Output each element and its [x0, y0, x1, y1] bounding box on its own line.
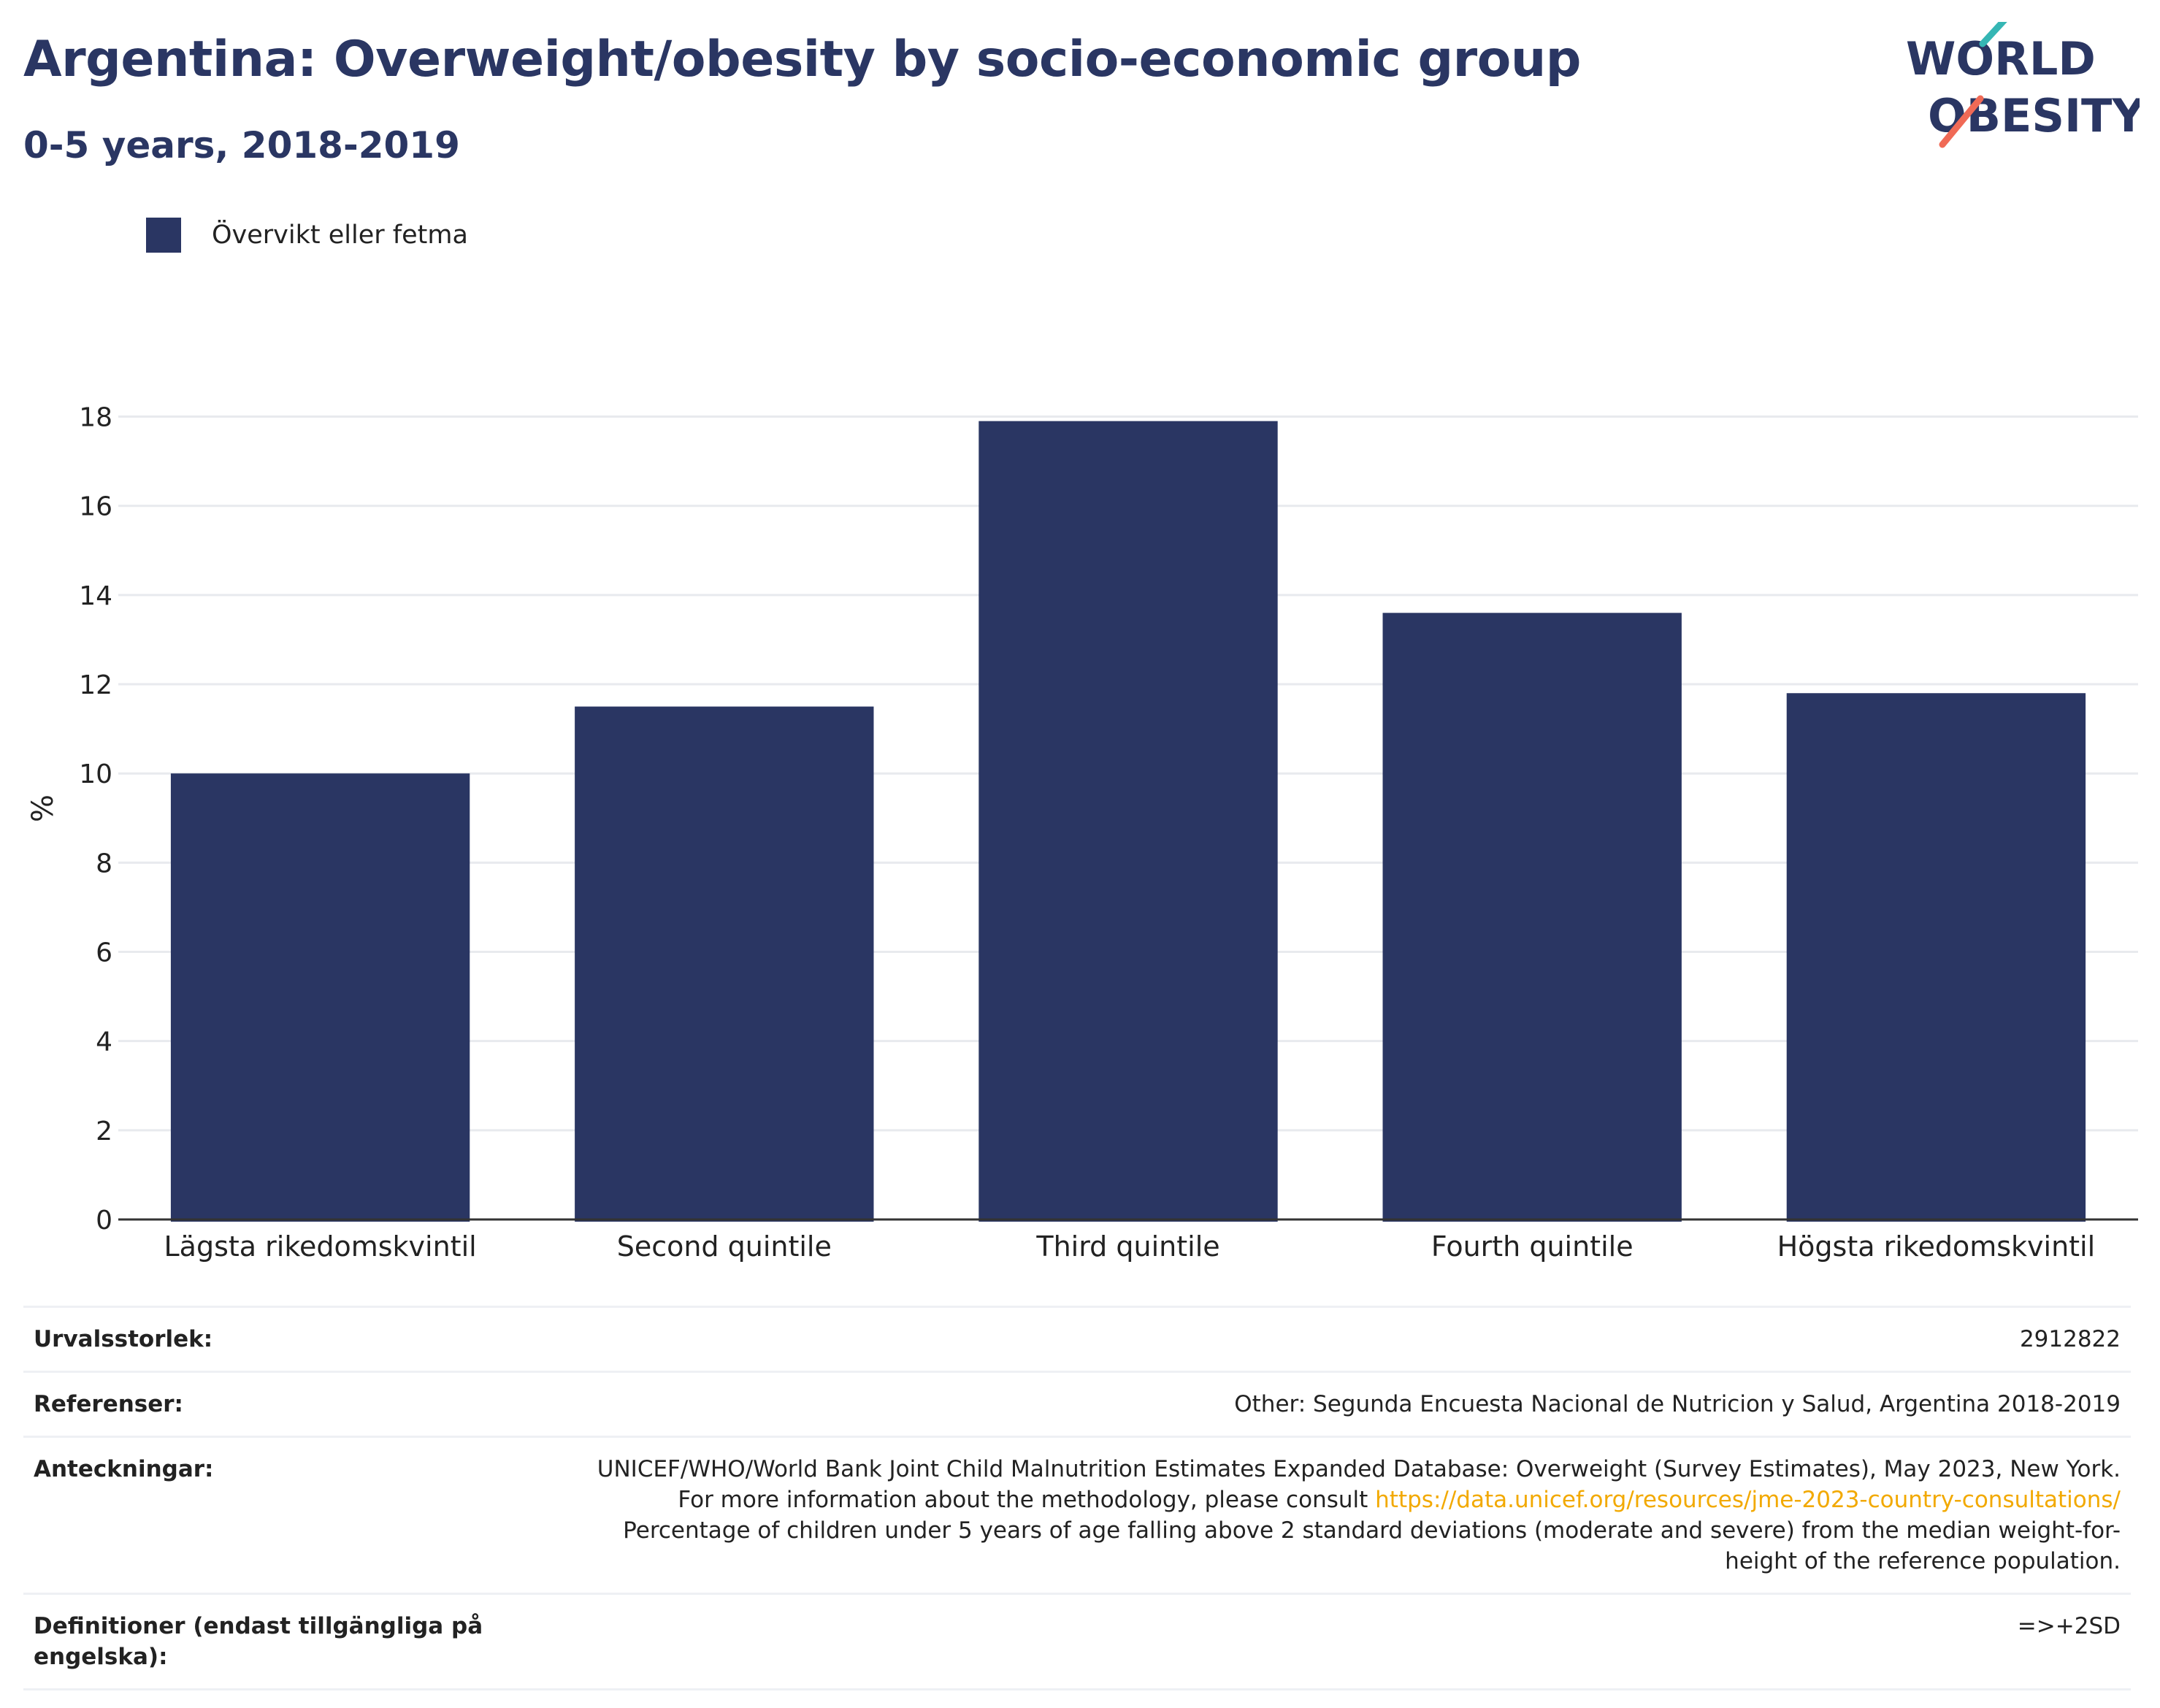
info-value: UNICEF/WHO/World Bank Joint Child Malnut…: [587, 1454, 2121, 1577]
x-category-label: Fourth quintile: [1431, 1230, 1634, 1263]
y-tick-label: 4: [96, 1027, 112, 1057]
y-tick-label: 10: [79, 759, 112, 789]
notes-text-2: Percentage of children under 5 years of …: [623, 1517, 2121, 1574]
y-tick-label: 18: [79, 403, 112, 433]
bar: [1382, 613, 1682, 1222]
info-table: Urvalsstorlek: 2912822 Referenser: Other…: [23, 1306, 2131, 1690]
chart-subtitle: 0-5 years, 2018-2019: [23, 124, 460, 166]
bar-chart: 0 2 4 6 8 10 12 14 16 18% Lägsta rikedomskvintil Se…: [26, 403, 2138, 1263]
y-tick-label: 16: [79, 492, 112, 522]
x-category-label: Third quintile: [1035, 1230, 1219, 1263]
bar: [170, 773, 470, 1222]
logo-accent-coral: [1939, 95, 1984, 148]
legend-label: Övervikt eller fetma: [212, 221, 468, 250]
info-label: Urvalsstorlek:: [34, 1326, 213, 1352]
chart-title: Argentina: Overweight/obesity by socio-e…: [23, 31, 1581, 88]
logo-accent-teal: [1979, 22, 2007, 47]
info-value: 2912822: [2019, 1326, 2121, 1352]
info-row-definitions: Definitioner (endast tillgängliga på eng…: [23, 1593, 2131, 1690]
info-label: Referenser:: [34, 1391, 183, 1417]
y-tick-label: 6: [96, 938, 112, 968]
y-tick-label: 2: [96, 1117, 112, 1146]
info-row-sample-size: Urvalsstorlek: 2912822: [23, 1306, 2131, 1371]
info-label: Anteckningar:: [34, 1456, 214, 1482]
x-category-label: Lägsta rikedomskvintil: [164, 1230, 477, 1263]
info-value: =>+2SD: [2017, 1613, 2121, 1639]
methodology-link[interactable]: https://data.unicef.org/resources/jme-20…: [1375, 1487, 2121, 1513]
y-tick-label: 14: [79, 581, 112, 611]
bar: [1786, 693, 2086, 1222]
bar: [575, 706, 874, 1222]
x-category-label: Högsta rikedomskvintil: [1777, 1230, 2096, 1263]
y-tick-label: 12: [79, 670, 112, 700]
x-category-label: Second quintile: [617, 1230, 832, 1263]
legend[interactable]: Övervikt eller fetma: [146, 218, 468, 253]
legend-swatch: [146, 218, 181, 253]
bar: [978, 421, 1278, 1222]
logo-line1: WORLD: [1906, 32, 2096, 85]
world-obesity-logo: WORLD OBESITY: [1906, 22, 2140, 148]
y-tick-label: 0: [96, 1206, 112, 1236]
notes-text: UNICEF/WHO/World Bank Joint Child Malnut…: [597, 1456, 2121, 1513]
info-value: Other: Segunda Encuesta Nacional de Nutr…: [1234, 1391, 2121, 1417]
y-tick-label: 8: [96, 849, 112, 878]
info-row-references: Referenser: Other: Segunda Encuesta Naci…: [23, 1371, 2131, 1436]
info-row-notes: Anteckningar: UNICEF/WHO/World Bank Join…: [23, 1436, 2131, 1593]
info-label: Definitioner (endast tillgängliga på eng…: [34, 1613, 483, 1670]
y-axis-title: %: [26, 794, 60, 822]
